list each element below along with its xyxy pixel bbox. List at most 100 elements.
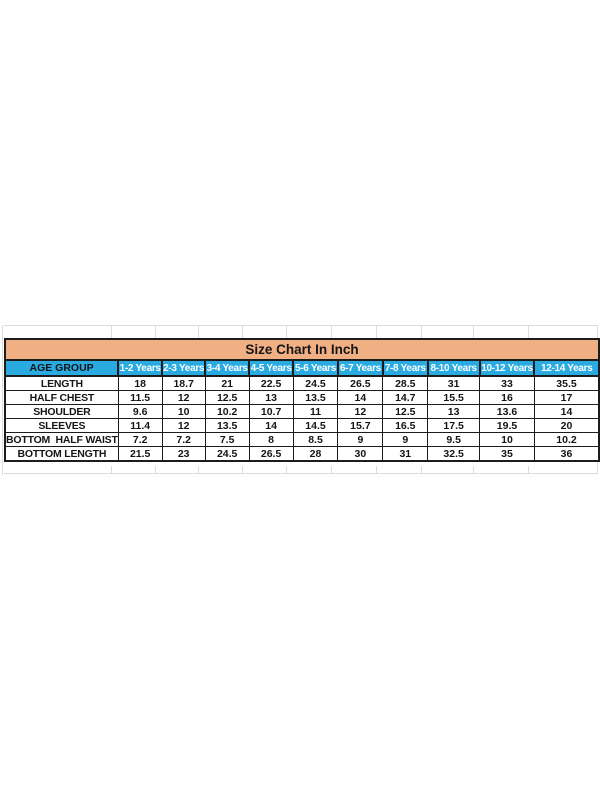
value-cell: 21.5 [117, 446, 163, 462]
row-label: HALF CHEST [4, 390, 119, 405]
table-row: SLEEVES 11.4 12 13.5 14 14.5 15.7 16.5 17.5 19.5 2… [4, 418, 600, 433]
value-cell: 22.5 [248, 375, 294, 391]
value-cell: 8 [248, 432, 294, 447]
column-header: 7-8 Years [381, 359, 429, 377]
value-cell: 7.5 [204, 432, 250, 447]
column-header: 6-7 Years [336, 359, 384, 377]
value-cell: 13.6 [479, 404, 535, 419]
grid-cell [422, 326, 474, 338]
grid-cell [199, 466, 243, 473]
value-cell: 26.5 [337, 375, 384, 391]
column-header: 4-5 Years [248, 359, 295, 377]
value-cell: 14.5 [292, 418, 339, 433]
size-chart-table: Size Chart In Inch AGE GROUP 1-2 Years 2-3… [3, 338, 600, 462]
header-row: AGE GROUP 1-2 Years 2-3 Years 3-4 Years 4-5 … [3, 359, 600, 377]
value-cell: 12 [337, 404, 384, 419]
value-cell: 35.5 [533, 375, 600, 391]
row-label: BOTTOM HALF WAIST [4, 432, 119, 447]
row-label: SLEEVES [4, 418, 119, 433]
grid-cell [112, 326, 156, 338]
grid-cell [377, 466, 422, 473]
value-cell: 10 [161, 404, 206, 419]
value-cell: 10.7 [248, 404, 294, 419]
value-cell: 12 [161, 390, 206, 405]
column-header: 2-3 Years [161, 359, 207, 377]
value-cell: 26.5 [248, 446, 294, 462]
value-cell: 36 [533, 446, 600, 462]
table-row: LENGTH 18 18.7 21 22.5 24.5 26.5 28.5 31 33 35.5 [4, 375, 600, 391]
value-cell: 19.5 [479, 418, 535, 433]
column-header: 3-4 Years [204, 359, 251, 377]
value-cell: 10.2 [533, 432, 600, 447]
value-cell: 9 [337, 432, 384, 447]
value-cell: 24.5 [204, 446, 250, 462]
column-header: 1-2 Years [117, 359, 164, 377]
value-cell: 14.7 [382, 390, 429, 405]
value-cell: 16 [479, 390, 535, 405]
value-cell: 13 [248, 390, 294, 405]
column-header: 5-6 Years [292, 359, 339, 377]
column-header: 12-14 Years [533, 359, 600, 377]
value-cell: 14 [248, 418, 294, 433]
grid-cell [529, 326, 594, 338]
value-cell: 11.5 [117, 390, 163, 405]
value-cell: 8.5 [292, 432, 339, 447]
table-row: BOTTOM HALF WAIST 7.2 7.2 7.5 8 8.5 9 9 9.5 10 10.… [4, 432, 600, 447]
table-row: HALF CHEST 11.5 12 12.5 13 13.5 14 14.7 15.5 16 17 [4, 390, 600, 405]
value-cell: 17 [533, 390, 600, 405]
value-cell: 30 [337, 446, 384, 462]
grid-cell [287, 466, 332, 473]
row-label: BOTTOM LENGTH [4, 446, 119, 462]
title-row: Size Chart In Inch [4, 338, 600, 361]
value-cell: 28.5 [382, 375, 429, 391]
value-cell: 18 [117, 375, 163, 391]
table-row: BOTTOM LENGTH 21.5 23 24.5 26.5 28 30 31 32.5 35 3… [4, 446, 600, 462]
column-header: 8-10 Years [426, 359, 481, 377]
table-title: Size Chart In Inch [4, 338, 600, 361]
grid-cell [422, 466, 474, 473]
value-cell: 31 [382, 446, 429, 462]
grid-cell [377, 326, 422, 338]
value-cell: 15.5 [427, 390, 481, 405]
value-cell: 9.6 [117, 404, 163, 419]
grid-cell [287, 326, 332, 338]
value-cell: 7.2 [161, 432, 206, 447]
value-cell: 7.2 [117, 432, 163, 447]
value-cell: 9.5 [427, 432, 481, 447]
value-cell: 20 [533, 418, 600, 433]
column-header: 10-12 Years [478, 359, 536, 377]
grid-cell [243, 326, 287, 338]
row-label: SHOULDER [4, 404, 119, 419]
row-label: LENGTH [4, 375, 119, 391]
value-cell: 14 [337, 390, 384, 405]
grid-cell [4, 466, 112, 473]
value-cell: 13 [427, 404, 481, 419]
grid-row-above [4, 325, 597, 338]
grid-cell [199, 326, 243, 338]
value-cell: 11.4 [117, 418, 163, 433]
value-cell: 12.5 [204, 390, 250, 405]
value-cell: 9 [382, 432, 429, 447]
grid-cell [243, 466, 287, 473]
value-cell: 18.7 [161, 375, 206, 391]
value-cell: 32.5 [427, 446, 481, 462]
table-row: SHOULDER 9.6 10 10.2 10.7 11 12 12.5 13 13.6 14 [4, 404, 600, 419]
grid-cell [529, 466, 594, 473]
grid-cell [332, 326, 377, 338]
value-cell: 11 [292, 404, 339, 419]
value-cell: 14 [533, 404, 600, 419]
value-cell: 13.5 [292, 390, 339, 405]
grid-cell [156, 466, 199, 473]
grid-cell [156, 326, 199, 338]
grid-cell [112, 466, 156, 473]
grid-cell [4, 326, 112, 338]
grid-line-left [2, 325, 3, 475]
value-cell: 13.5 [204, 418, 250, 433]
age-group-header: AGE GROUP [3, 359, 120, 377]
value-cell: 28 [292, 446, 339, 462]
grid-row-below [4, 466, 597, 474]
value-cell: 24.5 [292, 375, 339, 391]
value-cell: 21 [204, 375, 250, 391]
value-cell: 33 [479, 375, 535, 391]
grid-cell [474, 466, 529, 473]
